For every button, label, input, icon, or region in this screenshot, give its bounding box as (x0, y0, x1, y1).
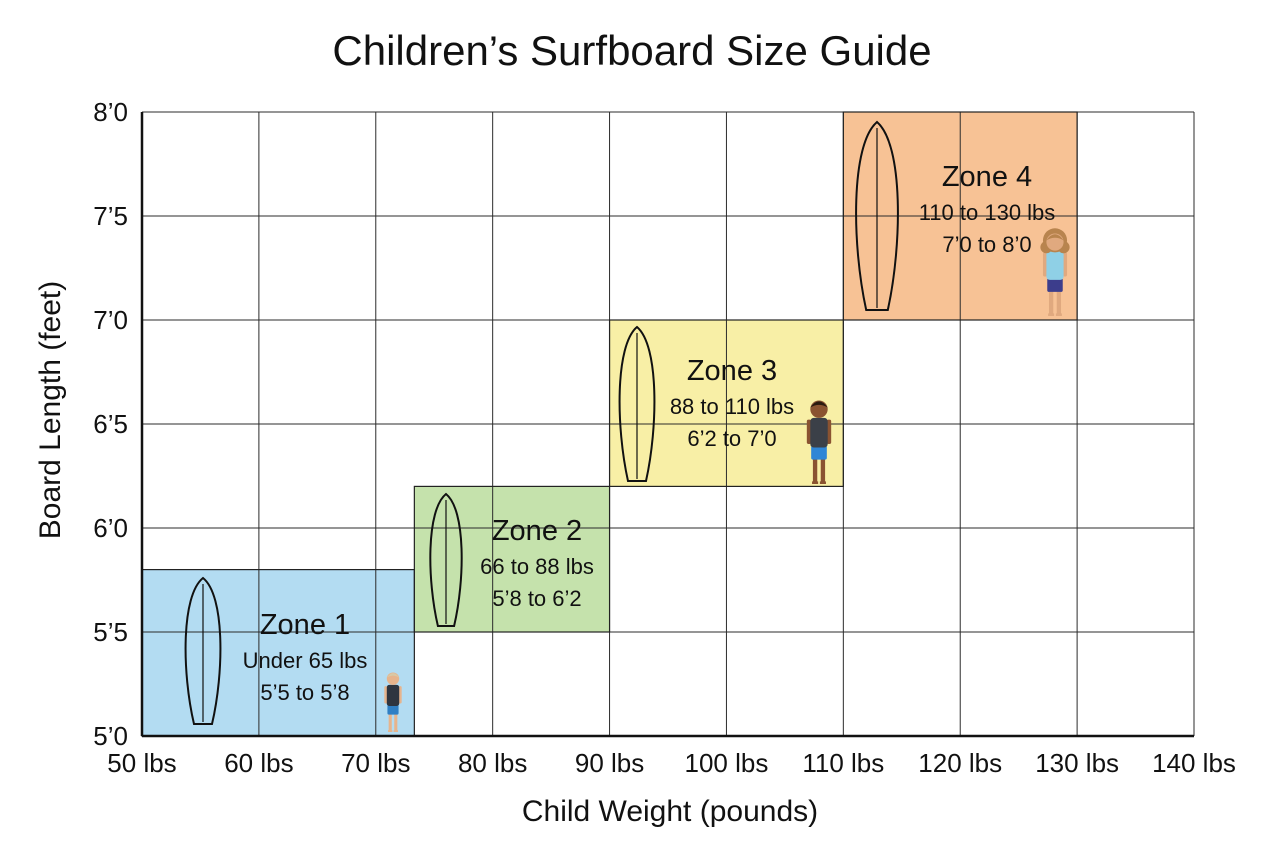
zone-4-length: 7’0 to 8’0 (942, 232, 1031, 257)
child-figure-icon-zone-3 (806, 400, 832, 484)
y-tick-label: 6’0 (93, 513, 128, 543)
x-tick-label: 50 lbs (107, 748, 176, 778)
y-axis-label: Board Length (feet) (34, 281, 67, 540)
zone-2-length: 5’8 to 6’2 (492, 586, 581, 611)
surfboard-icon (429, 492, 463, 627)
zone-1-weight: Under 65 lbs (243, 648, 368, 673)
surfboard-icon (618, 325, 656, 482)
y-tick-label: 7’0 (93, 305, 128, 335)
x-tick-label: 70 lbs (341, 748, 410, 778)
y-tick-label: 5’5 (93, 617, 128, 647)
y-tick-label: 5’0 (93, 721, 128, 751)
zone-4-name: Zone 4 (942, 161, 1032, 193)
x-tick-label: 60 lbs (224, 748, 293, 778)
axes-layer: 50 lbs 60 lbs 70 lbs 80 lbs 90 lbs 100 lbs 110… (93, 97, 1236, 778)
zone-3-border (608, 319, 844, 487)
x-tick-label: 90 lbs (575, 748, 644, 778)
zone-4-border (842, 111, 1078, 321)
zone-2-weight: 66 to 88 lbs (480, 554, 594, 579)
zone-1-name: Zone 1 (260, 609, 350, 641)
y-tick-label: 7’5 (93, 201, 128, 231)
x-tick-label: 110 lbs (802, 748, 884, 778)
zone-3-length: 6’2 to 7’0 (687, 426, 776, 451)
zone-labels-layer: Zone 1 Under 65 lbs 5’5 to 5’8 Zone 2 66 to … (184, 120, 1070, 732)
zone-4-weight: 110 to 130 lbs (919, 200, 1056, 225)
zone-2-box (414, 486, 610, 632)
zone-2-name: Zone 2 (492, 515, 582, 547)
zone-3-weight: 88 to 110 lbs (670, 394, 794, 419)
child-figure-icon-zone-1 (384, 672, 402, 732)
y-tick-label: 8’0 (93, 97, 128, 127)
x-tick-label: 100 lbs (685, 748, 769, 778)
x-tick-label: 80 lbs (458, 748, 527, 778)
zone-1-length: 5’5 to 5’8 (260, 680, 349, 705)
x-tick-label: 140 lbs (1152, 748, 1236, 778)
x-tick-label: 120 lbs (918, 748, 1002, 778)
surfboard-icon (184, 576, 222, 725)
y-tick-label: 6’5 (93, 409, 128, 439)
zone-2-border (413, 485, 611, 633)
chart-title: Children’s Surfboard Size Guide (332, 27, 931, 74)
x-axis-label: Child Weight (pounds) (522, 795, 818, 828)
child-figure-icon-zone-4 (1040, 228, 1070, 316)
zone-3-name: Zone 3 (687, 355, 777, 387)
surfboard-icon (855, 120, 899, 311)
x-tick-label: 130 lbs (1035, 748, 1119, 778)
zone-1-box (142, 569, 415, 736)
